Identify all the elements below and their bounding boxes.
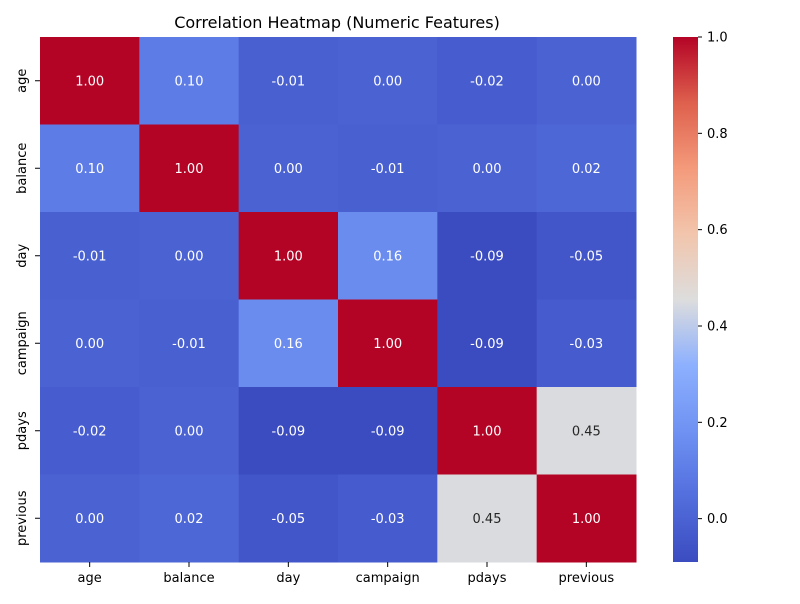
colorbar-gradient bbox=[673, 37, 698, 562]
heatmap-cell bbox=[437, 37, 538, 125]
heatmap-cell bbox=[536, 474, 637, 563]
heatmap-cell bbox=[338, 37, 438, 125]
heatmap-cell-value: -0.02 bbox=[73, 424, 107, 439]
heatmap-cell bbox=[40, 474, 140, 563]
heatmap-cell bbox=[437, 124, 538, 213]
heatmap-cell-value: 0.16 bbox=[274, 337, 303, 352]
heatmap-cell bbox=[536, 124, 637, 213]
heatmap-cell-value: 0.02 bbox=[175, 512, 204, 527]
x-axis-tick-label: previous bbox=[559, 571, 615, 586]
heatmap-cell-value: 0.00 bbox=[274, 162, 303, 177]
heatmap-cell bbox=[437, 474, 538, 563]
colorbar-tick-label: 0.4 bbox=[707, 319, 728, 334]
heatmap-cell-value: -0.09 bbox=[470, 337, 504, 352]
heatmap-cell-value: 0.00 bbox=[572, 74, 601, 89]
heatmap-cell-value: -0.01 bbox=[172, 337, 206, 352]
heatmap-cell bbox=[338, 212, 438, 300]
heatmap-cell-value: -0.01 bbox=[73, 249, 107, 264]
heatmap-cell-value: -0.01 bbox=[272, 74, 306, 89]
heatmap-cell-value: -0.09 bbox=[470, 249, 504, 264]
heatmap-cell bbox=[139, 37, 240, 125]
heatmap-cell-value: 1.00 bbox=[75, 74, 104, 89]
x-axis-tick-label: age bbox=[78, 571, 102, 586]
heatmap-cell bbox=[40, 212, 140, 300]
heatmap-cell-value: 1.00 bbox=[373, 337, 402, 352]
heatmap-plot-area: 1.00 0.10 -0.01 0.00 -0.02 0.00 0.10 1.00 0.00 -0… bbox=[15, 37, 637, 586]
heatmap-cell-value: 0.10 bbox=[175, 74, 204, 89]
heatmap-cell-value: -0.09 bbox=[272, 424, 306, 439]
heatmap-cell-value: 0.10 bbox=[75, 162, 104, 177]
heatmap-cell bbox=[536, 212, 637, 300]
heatmap-cell bbox=[40, 387, 140, 475]
heatmap-cell-value: 0.00 bbox=[373, 74, 402, 89]
heatmap-cell-value: 0.00 bbox=[75, 512, 104, 527]
heatmap-cell bbox=[238, 474, 339, 563]
heatmap-cell bbox=[238, 124, 339, 213]
x-axis-tick-label: campaign bbox=[356, 571, 420, 586]
heatmap-cell bbox=[40, 299, 140, 388]
heatmap-cell-value: -0.02 bbox=[470, 74, 504, 89]
heatmap-cell-value: 1.00 bbox=[572, 512, 601, 527]
heatmap-cell bbox=[338, 387, 438, 475]
heatmap-cell bbox=[536, 37, 637, 125]
y-axis-tick-label: pdays bbox=[15, 411, 30, 450]
heatmap-cell-value: -0.03 bbox=[570, 337, 604, 352]
heatmap-cell-value: 0.45 bbox=[572, 424, 601, 439]
y-axis-tick-label: campaign bbox=[15, 311, 30, 375]
heatmap-cell-value: 0.45 bbox=[473, 512, 502, 527]
heatmap-cell bbox=[536, 387, 637, 475]
x-axis-tick-label: pdays bbox=[468, 571, 507, 586]
heatmap-cell-value: 0.00 bbox=[175, 249, 204, 264]
heatmap-cell bbox=[238, 212, 339, 300]
heatmap-cell bbox=[139, 474, 240, 563]
heatmap-cell-value: -0.05 bbox=[570, 249, 604, 264]
colorbar: 0.0 0.2 0.4 0.6 0.8 1.0 bbox=[673, 31, 728, 562]
heatmap-cell-value: -0.05 bbox=[272, 512, 306, 527]
heatmap-cell-value: 0.02 bbox=[572, 162, 601, 177]
heatmap-cell bbox=[139, 299, 240, 388]
heatmap-cell-value: 1.00 bbox=[473, 424, 502, 439]
x-axis-tick-label: balance bbox=[163, 571, 214, 586]
heatmap-cell-value: 0.16 bbox=[373, 249, 402, 264]
heatmap-cell bbox=[40, 37, 140, 125]
heatmap-cell-value: 1.00 bbox=[274, 249, 303, 264]
heatmap-cell-value: 0.00 bbox=[175, 424, 204, 439]
heatmap-cell bbox=[238, 299, 339, 388]
heatmap-cell bbox=[437, 387, 538, 475]
heatmap-cell bbox=[238, 37, 339, 125]
heatmap-cell bbox=[437, 299, 538, 388]
heatmap-cell bbox=[338, 124, 438, 213]
y-axis-tick-label: age bbox=[15, 69, 30, 93]
y-axis-tick-label: balance bbox=[15, 143, 30, 194]
colorbar-tick-label: 0.0 bbox=[707, 512, 728, 527]
chart-title: Correlation Heatmap (Numeric Features) bbox=[174, 13, 500, 32]
heatmap-cell-value: -0.09 bbox=[371, 424, 405, 439]
heatmap-cell bbox=[238, 387, 339, 475]
heatmap-cell bbox=[139, 387, 240, 475]
heatmap-cell bbox=[338, 474, 438, 563]
colorbar-tick-label: 1.0 bbox=[707, 31, 728, 46]
heatmap-cell bbox=[338, 299, 438, 388]
heatmap-cell-value: 1.00 bbox=[175, 162, 204, 177]
heatmap-cell-value: 0.00 bbox=[473, 162, 502, 177]
heatmap-cell bbox=[139, 212, 240, 300]
heatmap-cell-value: 0.00 bbox=[75, 337, 104, 352]
heatmap-cell-value: -0.03 bbox=[371, 512, 405, 527]
heatmap-cell-value: -0.01 bbox=[371, 162, 405, 177]
heatmap-cell bbox=[139, 124, 240, 213]
heatmap-cell bbox=[40, 124, 140, 213]
colorbar-tick-label: 0.8 bbox=[707, 127, 728, 142]
colorbar-tick-label: 0.2 bbox=[707, 416, 728, 431]
colorbar-tick-label: 0.6 bbox=[707, 223, 728, 238]
y-axis-tick-label: previous bbox=[15, 490, 30, 546]
y-axis-tick-label: day bbox=[15, 243, 30, 267]
heatmap-cell bbox=[437, 212, 538, 300]
heatmap-cell bbox=[536, 299, 637, 388]
x-axis-tick-label: day bbox=[276, 571, 300, 586]
